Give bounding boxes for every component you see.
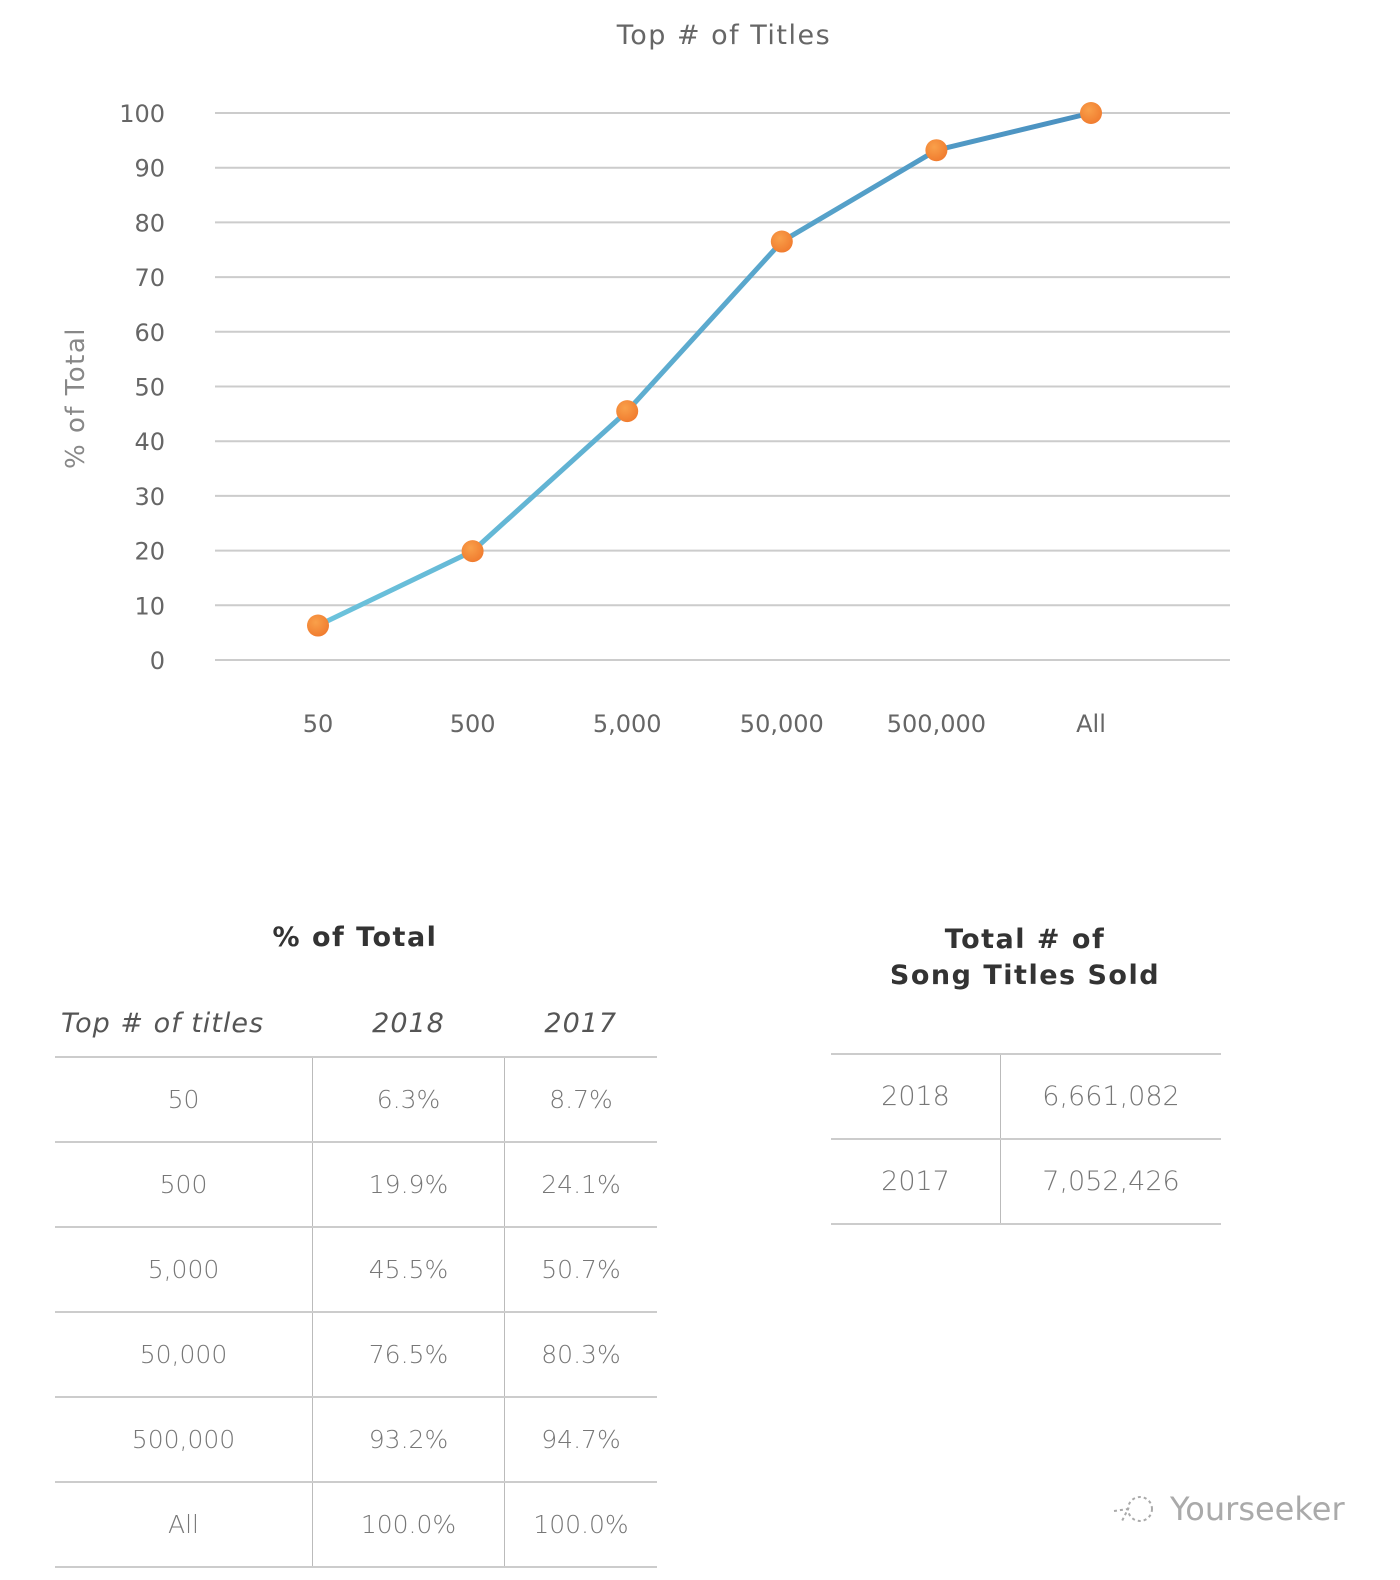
table-row: 2018 6,661,082 bbox=[831, 1054, 1221, 1140]
table-cell: 6.3% bbox=[312, 1057, 505, 1143]
x-tick-label: 500,000 bbox=[887, 710, 986, 738]
table-cell: 500,000 bbox=[55, 1397, 313, 1483]
table-row: 2017 7,052,426 bbox=[831, 1139, 1221, 1225]
y-tick-label: 100 bbox=[119, 100, 165, 128]
totals-table-title: Total # of Song Titles Sold bbox=[860, 922, 1190, 994]
watermark-text: Yourseeker bbox=[1170, 1490, 1345, 1528]
data-point bbox=[1080, 102, 1102, 124]
table-row: 50 6.3% 8.7% bbox=[55, 1057, 657, 1143]
table-cell: 100.0% bbox=[504, 1482, 657, 1568]
table-cell: 100.0% bbox=[312, 1482, 505, 1568]
percent-table-title: % of Total bbox=[272, 922, 438, 953]
table-cell: 8.7% bbox=[504, 1057, 657, 1143]
watermark: Yourseeker bbox=[1112, 1490, 1345, 1528]
x-tick-label: 50,000 bbox=[740, 710, 824, 738]
column-header: Top # of titles bbox=[55, 990, 313, 1058]
data-point bbox=[461, 540, 484, 563]
y-tick-label: 0 bbox=[150, 647, 165, 675]
table-cell: 80.3% bbox=[504, 1312, 657, 1398]
y-axis-label: % of Total bbox=[61, 327, 91, 469]
chart-title: Top # of Titles bbox=[616, 20, 831, 51]
table-cell: 45.5% bbox=[312, 1227, 505, 1313]
percent-table: Top # of titles 2018 2017 50 6.3% 8.7% 500 1… bbox=[55, 990, 657, 1568]
x-tick-label: All bbox=[1076, 710, 1106, 738]
table-cell: 76.5% bbox=[312, 1312, 505, 1398]
table-cell: 19.9% bbox=[312, 1142, 505, 1228]
table-row: All 100.0% 100.0% bbox=[55, 1482, 657, 1568]
series-line bbox=[316, 110, 1092, 628]
y-tick-label: 10 bbox=[134, 592, 165, 620]
totals-title-line2: Song Titles Sold bbox=[889, 960, 1161, 991]
y-tick-label: 60 bbox=[134, 319, 165, 347]
data-point bbox=[616, 400, 639, 423]
table-cell: 94.7% bbox=[504, 1397, 657, 1483]
table-cell: 7,052,426 bbox=[1000, 1139, 1221, 1225]
table-row: 500,000 93.2% 94.7% bbox=[55, 1397, 657, 1483]
y-tick-label: 70 bbox=[134, 264, 165, 292]
table-cell: 5,000 bbox=[55, 1227, 313, 1313]
column-header: 2017 bbox=[504, 990, 657, 1058]
table-cell: 6,661,082 bbox=[1000, 1054, 1221, 1140]
totals-table: 2018 6,661,082 2017 7,052,426 bbox=[831, 1053, 1221, 1225]
table-cell: 24.1% bbox=[504, 1142, 657, 1228]
y-tick-label: 50 bbox=[134, 374, 165, 402]
x-tick-label: 5,000 bbox=[593, 710, 662, 738]
table-cell: 2018 bbox=[831, 1054, 1001, 1140]
x-tick-label: 50 bbox=[303, 710, 334, 738]
column-header: 2018 bbox=[312, 990, 505, 1058]
y-tick-label: 80 bbox=[134, 209, 165, 237]
y-tick-label: 40 bbox=[134, 428, 165, 456]
y-tick-label: 30 bbox=[134, 483, 165, 511]
data-point bbox=[770, 230, 793, 253]
x-tick-label: 500 bbox=[450, 710, 496, 738]
network-logo-icon bbox=[1113, 1496, 1153, 1522]
table-cell: 50 bbox=[55, 1057, 313, 1143]
line-chart: Top # of Titles % of Total 0 10 20 30 40 50 60… bbox=[61, 20, 1230, 738]
table-cell: All bbox=[55, 1482, 313, 1568]
table-cell: 2017 bbox=[831, 1139, 1001, 1225]
y-tick-label: 90 bbox=[134, 155, 165, 183]
table-cell: 500 bbox=[55, 1142, 313, 1228]
table-cell: 93.2% bbox=[312, 1397, 505, 1483]
totals-title-line1: Total # of bbox=[944, 924, 1106, 955]
table-row: 500 19.9% 24.1% bbox=[55, 1142, 657, 1228]
table-cell: 50,000 bbox=[55, 1312, 313, 1398]
y-tick-label: 20 bbox=[134, 538, 165, 566]
data-point bbox=[925, 139, 948, 162]
table-row: 5,000 45.5% 50.7% bbox=[55, 1227, 657, 1313]
data-point bbox=[307, 614, 329, 637]
table-row: 50,000 76.5% 80.3% bbox=[55, 1312, 657, 1398]
table-cell: 50.7% bbox=[504, 1227, 657, 1313]
